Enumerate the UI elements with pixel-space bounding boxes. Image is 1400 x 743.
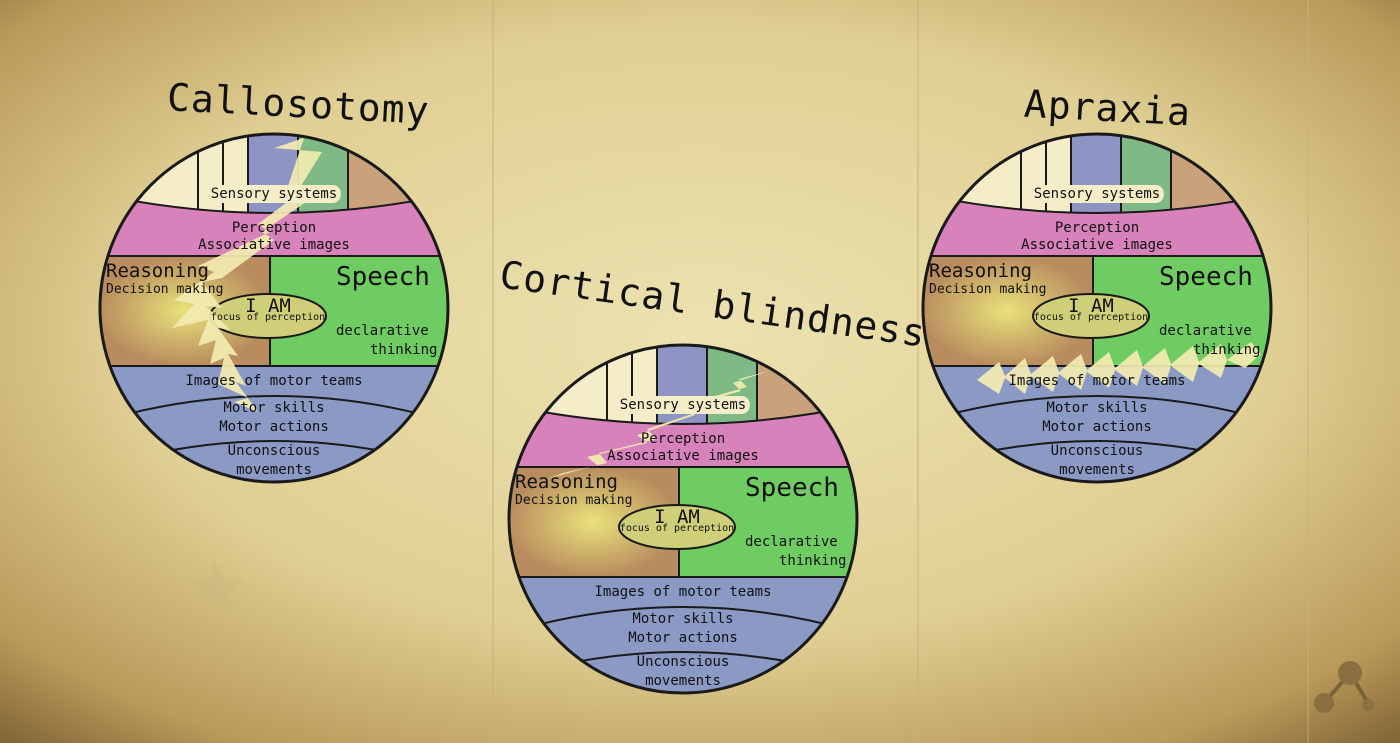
images-of-motor-teams-label: Images of motor teams (185, 373, 363, 389)
movements-label: movements (1059, 462, 1135, 478)
motor-actions-label: Motor actions (1042, 419, 1152, 435)
perception-label: Perception (231, 220, 317, 236)
movements-label: movements (236, 462, 312, 478)
i-am-label: I AM (245, 295, 291, 317)
lightning-bolt-icon (172, 138, 322, 412)
associative-images-label: Associative images (1021, 237, 1173, 253)
thinking-label: thinking (779, 553, 847, 569)
i-am-label: I AM (1068, 295, 1114, 317)
motor-actions-label: Motor actions (628, 630, 738, 646)
associative-images-label: Associative images (198, 237, 350, 253)
decision-making-label: Decision making (515, 493, 633, 508)
i-am-label: I AM (654, 506, 700, 528)
sensory-systems-label: Sensory systems (615, 396, 751, 414)
lightning-bolt-icon (977, 342, 1261, 394)
thinking-label: thinking (1193, 342, 1261, 358)
motor-actions-label: Motor actions (219, 419, 329, 435)
speech-label: Speech (1159, 262, 1253, 292)
decision-making-label: Decision making (929, 282, 1047, 297)
movements-label: movements (645, 673, 721, 689)
thinking-label: thinking (370, 342, 438, 358)
motor-skills-label: Motor skills (1046, 400, 1148, 416)
reasoning-label: Reasoning (515, 471, 618, 493)
reasoning-label: Reasoning (106, 260, 209, 282)
title-apraxia: Apraxia (1022, 81, 1193, 135)
declarative-label: declarative (336, 323, 429, 339)
reasoning-label: Reasoning (929, 260, 1032, 282)
focus-of-perception-label: focus of perception (1033, 312, 1149, 323)
diagram-cortical-blindness: Sensory systems Perception Associative ima… (507, 343, 859, 695)
perception-label: Perception (1054, 220, 1140, 236)
speech-label: Speech (336, 262, 430, 292)
decision-making-label: Decision making (106, 282, 224, 297)
associative-images-label: Associative images (607, 448, 759, 464)
molecule-logo-icon (1314, 661, 1374, 713)
focus-of-perception-label: focus of perception (619, 523, 735, 534)
focus-of-perception-label: focus of perception (210, 312, 326, 323)
declarative-label: declarative (745, 534, 838, 550)
images-of-motor-teams-label: Images of motor teams (1008, 373, 1186, 389)
diagram-callosotomy: Sensory systems Perception Associative ima… (98, 132, 450, 484)
perception-label: Perception (640, 431, 726, 447)
unconscious-label: Unconscious (1050, 443, 1144, 459)
sensory-systems-label: Sensory systems (206, 185, 342, 203)
unconscious-label: Unconscious (227, 443, 321, 459)
diagram-apraxia: Sensory systems Perception Associative ima… (921, 132, 1273, 484)
motor-skills-label: Motor skills (632, 611, 734, 627)
sensory-systems-label: Sensory systems (1029, 185, 1165, 203)
images-of-motor-teams-label: Images of motor teams (594, 584, 772, 600)
declarative-label: declarative (1159, 323, 1252, 339)
motor-skills-label: Motor skills (223, 400, 325, 416)
speech-label: Speech (745, 473, 839, 503)
unconscious-label: Unconscious (636, 654, 730, 670)
